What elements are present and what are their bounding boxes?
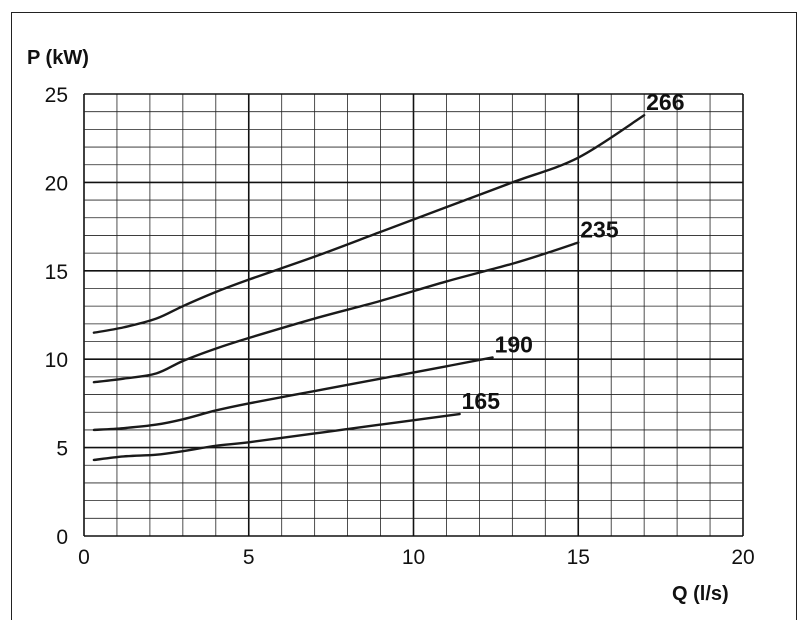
series-line-266	[92, 114, 646, 334]
series-line-235	[92, 241, 580, 384]
y-tick-label: 0	[56, 526, 68, 549]
y-tick-label: 10	[45, 349, 68, 372]
series-label-190: 190	[495, 331, 533, 357]
y-tick-label: 5	[56, 438, 68, 461]
series-label-165: 165	[462, 388, 501, 414]
grid	[83, 93, 744, 537]
series-line-165	[92, 412, 461, 462]
y-tick-label: 20	[45, 172, 68, 195]
x-tick-label: 15	[567, 546, 590, 569]
series-line-190	[92, 356, 494, 432]
y-axis-label: P (kW)	[27, 47, 89, 69]
tick-labels: 0 5 10 15 20 0 5 10 15 20 25	[45, 84, 755, 569]
series-label-266: 266	[646, 89, 684, 115]
series-label-235: 235	[580, 217, 619, 243]
series-labels: 266 235 190 165	[462, 89, 685, 414]
x-tick-label: 0	[78, 546, 90, 569]
y-tick-label: 25	[45, 84, 68, 107]
chart-frame	[11, 12, 797, 620]
x-tick-label: 20	[731, 546, 754, 569]
x-tick-label: 10	[402, 546, 425, 569]
y-tick-label: 15	[45, 261, 68, 284]
series-lines	[92, 114, 646, 462]
x-axis-label: Q (l/s)	[672, 583, 729, 605]
x-tick-label: 5	[243, 546, 255, 569]
